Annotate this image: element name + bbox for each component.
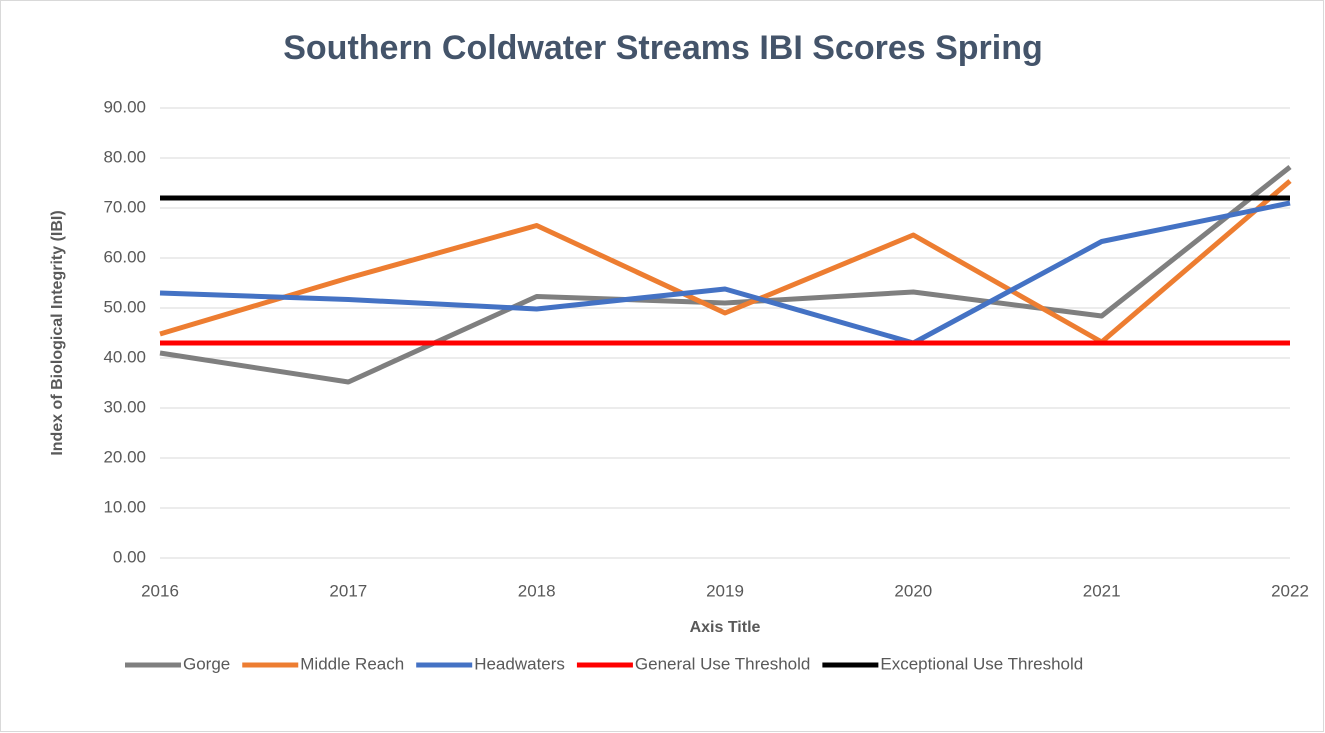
y-tick-label: 0.00 bbox=[113, 547, 146, 566]
x-tick-label: 2017 bbox=[329, 581, 367, 600]
x-tick-label: 2021 bbox=[1083, 581, 1121, 600]
y-axis-title: Index of Biological Integrity (IBI) bbox=[49, 210, 66, 455]
y-tick-label: 80.00 bbox=[103, 147, 146, 166]
x-tick-label: 2022 bbox=[1271, 581, 1309, 600]
legend-label: General Use Threshold bbox=[635, 654, 810, 673]
y-tick-label: 60.00 bbox=[103, 247, 146, 266]
y-tick-label: 10.00 bbox=[103, 497, 146, 516]
x-axis-title: Axis Title bbox=[690, 619, 761, 636]
legend-label: Gorge bbox=[183, 654, 230, 673]
y-tick-label: 30.00 bbox=[103, 397, 146, 416]
y-tick-label: 20.00 bbox=[103, 447, 146, 466]
x-tick-label: 2019 bbox=[706, 581, 744, 600]
chart-title: Southern Coldwater Streams IBI Scores Sp… bbox=[283, 29, 1043, 67]
series-line bbox=[159, 200, 1291, 346]
y-tick-label: 70.00 bbox=[103, 197, 146, 216]
y-tick-label: 90.00 bbox=[103, 97, 146, 116]
y-tick-label: 40.00 bbox=[103, 347, 146, 366]
x-tick-label: 2016 bbox=[141, 581, 179, 600]
series-line bbox=[159, 165, 1292, 385]
x-tick-label: 2020 bbox=[894, 581, 932, 600]
legend-label: Middle Reach bbox=[300, 654, 404, 673]
legend-label: Headwaters bbox=[474, 654, 565, 673]
x-tick-label: 2018 bbox=[518, 581, 556, 600]
y-tick-label: 50.00 bbox=[103, 297, 146, 316]
legend-label: Exceptional Use Threshold bbox=[880, 654, 1083, 673]
